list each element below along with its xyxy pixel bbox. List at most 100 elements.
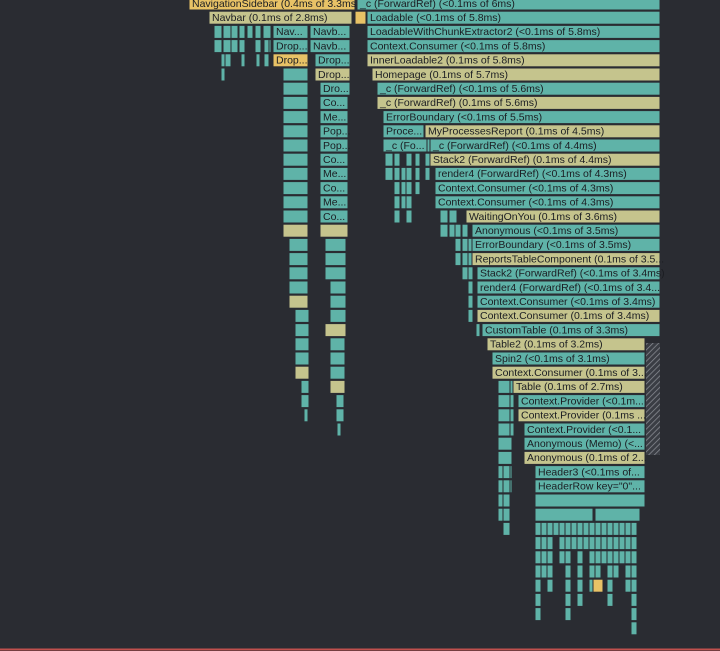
frame-label[interactable]: Co... [323, 182, 345, 194]
frame-bar[interactable] [371, 67, 661, 82]
frame[interactable]: Stack2 (ForwardRef) (<0.1ms of 3.4ms) [476, 266, 665, 281]
frame[interactable]: Pop... [319, 138, 350, 153]
frame-label[interactable]: InnerLoadable2 (0.1ms of 5.8ms) [370, 55, 525, 67]
frame-label[interactable]: Navb... [313, 40, 346, 52]
frame[interactable]: _c (ForwardRef) (<0.1ms of 6ms) [356, 0, 661, 11]
frame-label[interactable]: _c (ForwardRef) (<0.1ms of 4.4ms) [432, 140, 597, 152]
frame-bar[interactable] [309, 24, 351, 39]
frame-bar[interactable] [366, 39, 661, 54]
frame-bar[interactable] [382, 124, 425, 139]
frame[interactable]: LoadableWithChunkExtractor2 (<0.1ms of 5… [366, 24, 661, 39]
frame-bar[interactable] [272, 39, 309, 54]
frame[interactable]: Nav... [272, 24, 309, 39]
frame-label[interactable]: Proce... [386, 126, 422, 138]
frame[interactable]: Context.Consumer (<0.1ms of 3.4ms) [476, 294, 661, 309]
frame[interactable]: Table2 (0.1ms of 3.2ms) [486, 337, 646, 352]
frame[interactable]: Table (0.1ms of 2.7ms) [512, 379, 646, 394]
frame-label[interactable]: Co... [323, 211, 345, 223]
frame[interactable]: _c (ForwardRef) (0.1ms of 5.6ms) [376, 95, 661, 110]
frame-bar[interactable] [382, 110, 661, 125]
frame[interactable]: CustomTable (0.1ms of 3.3ms) [481, 323, 661, 338]
frame[interactable]: _c (ForwardRef) (<0.1ms of 4.4ms) [429, 138, 661, 153]
frame-bar[interactable] [465, 209, 661, 224]
frame[interactable]: Spin2 (<0.1ms of 3.1ms) [491, 351, 646, 366]
frame-label[interactable]: MyProcessesReport (0.1ms of 4.5ms) [428, 126, 604, 138]
frame[interactable]: Context.Provider (<0.1m... [517, 394, 646, 409]
frame-bar[interactable] [523, 436, 646, 451]
frame-label[interactable]: Header3 (<0.1ms of... [538, 466, 640, 478]
frame[interactable]: WaitingOnYou (0.1ms of 3.6ms) [465, 209, 661, 224]
frame[interactable]: Drop... [272, 39, 309, 54]
frame-label[interactable]: Anonymous (0.1ms of 2... [527, 452, 647, 464]
frame-label[interactable]: Drop... [276, 40, 308, 52]
frame-bar[interactable] [376, 95, 661, 110]
frame-label[interactable]: Navbar (0.1ms of 2.8ms) [212, 12, 328, 24]
frame[interactable]: Drop... [272, 53, 309, 68]
frame-label[interactable]: Drop... [276, 55, 308, 67]
frame-bar[interactable] [366, 53, 661, 68]
frame-label[interactable]: _c (ForwardRef) (<0.1ms of 5.6ms) [379, 83, 544, 95]
frame-bar[interactable] [534, 465, 646, 480]
frame-bar[interactable] [476, 294, 661, 309]
frame-bar[interactable] [424, 124, 661, 139]
frame-label[interactable]: Context.Consumer (<0.1ms of 3.4ms) [480, 296, 655, 308]
frame[interactable]: Anonymous (0.1ms of 2... [523, 450, 647, 465]
frame-label[interactable]: _c (Fo... [385, 140, 425, 152]
frame-label[interactable]: ErrorBoundary (<0.1ms of 3.5ms) [475, 239, 631, 251]
frame-bar[interactable] [314, 53, 351, 68]
frame-label[interactable]: Context.Consumer (0.1ms of 3... [495, 367, 647, 379]
frame-label[interactable]: Co... [323, 154, 345, 166]
frame[interactable]: _c (Fo... [382, 138, 428, 153]
frame[interactable]: MyProcessesReport (0.1ms of 4.5ms) [424, 124, 661, 139]
frame-label[interactable]: Me... [323, 168, 346, 180]
frame-bar[interactable] [429, 152, 661, 167]
frame-label[interactable]: Table2 (0.1ms of 3.2ms) [490, 339, 603, 351]
frame-label[interactable]: Me... [323, 197, 346, 209]
frame[interactable]: ErrorBoundary (<0.1ms of 3.5ms) [471, 237, 661, 252]
frame-bar[interactable] [356, 0, 661, 11]
frame-bar[interactable] [491, 351, 646, 366]
frame-label[interactable]: Pop... [323, 126, 350, 138]
frame-bar[interactable] [366, 10, 661, 25]
frame-label[interactable]: Nav... [276, 26, 303, 38]
frame-bar[interactable] [319, 209, 349, 224]
frame-bar[interactable] [382, 138, 428, 153]
frame-bar[interactable] [319, 166, 349, 181]
frame-label[interactable]: Anonymous (<0.1ms of 3.5ms) [475, 225, 618, 237]
frame[interactable]: HeaderRow key="0"... [534, 479, 646, 494]
frame-label[interactable]: render4 (ForwardRef) (<0.1ms of 4.3ms) [438, 168, 627, 180]
frame-bar[interactable] [319, 95, 349, 110]
frame[interactable]: Stack2 (ForwardRef) (0.1ms of 4.4ms) [429, 152, 661, 167]
frame[interactable]: Drop... [314, 67, 351, 82]
frame[interactable]: Anonymous (Memo) (<... [523, 436, 646, 451]
frame[interactable]: Navb... [309, 24, 351, 39]
frame[interactable]: _c (ForwardRef) (<0.1ms of 5.6ms) [376, 81, 661, 96]
frame-label[interactable]: Drop... [318, 69, 350, 81]
frame-label[interactable]: _c (ForwardRef) (0.1ms of 5.6ms) [379, 97, 538, 109]
frame[interactable]: Dro... [319, 81, 351, 96]
frame-label[interactable]: Homepage (0.1ms of 5.7ms) [375, 69, 508, 81]
frame-bar[interactable] [476, 308, 661, 323]
frame-bar[interactable] [434, 166, 661, 181]
frame[interactable]: Context.Provider (<0.1... [523, 422, 646, 437]
frame[interactable]: Anonymous (<0.1ms of 3.5ms) [471, 223, 661, 238]
frame-bar[interactable] [512, 379, 646, 394]
frame-label[interactable]: Co... [323, 97, 345, 109]
frame-label[interactable]: Drop... [318, 55, 350, 67]
frame-bar[interactable] [314, 67, 351, 82]
frame-label[interactable]: NavigationSidebar (0.4ms of 3.3ms) [192, 0, 360, 10]
frame-bar[interactable] [272, 53, 309, 68]
frame-label[interactable]: ErrorBoundary (<0.1ms of 5.5ms) [386, 111, 542, 123]
frame-label[interactable]: Context.Consumer (0.1ms of 3.4ms) [480, 310, 649, 322]
frame-bar[interactable] [319, 110, 349, 125]
frame-label[interactable]: Context.Consumer (<0.1ms of 4.3ms) [438, 182, 613, 194]
frame-bar[interactable] [309, 39, 351, 54]
frame-bar[interactable] [523, 450, 646, 465]
frame-label[interactable]: Spin2 (<0.1ms of 3.1ms) [495, 353, 610, 365]
frame-label[interactable]: Navb... [313, 26, 346, 38]
frame-bar[interactable] [319, 81, 351, 96]
frame-label[interactable]: CustomTable (0.1ms of 3.3ms) [485, 324, 628, 336]
frame-label[interactable]: Anonymous (Memo) (<... [527, 438, 643, 450]
frame[interactable]: Proce... [382, 124, 425, 139]
frame[interactable]: Pop... [319, 124, 350, 139]
